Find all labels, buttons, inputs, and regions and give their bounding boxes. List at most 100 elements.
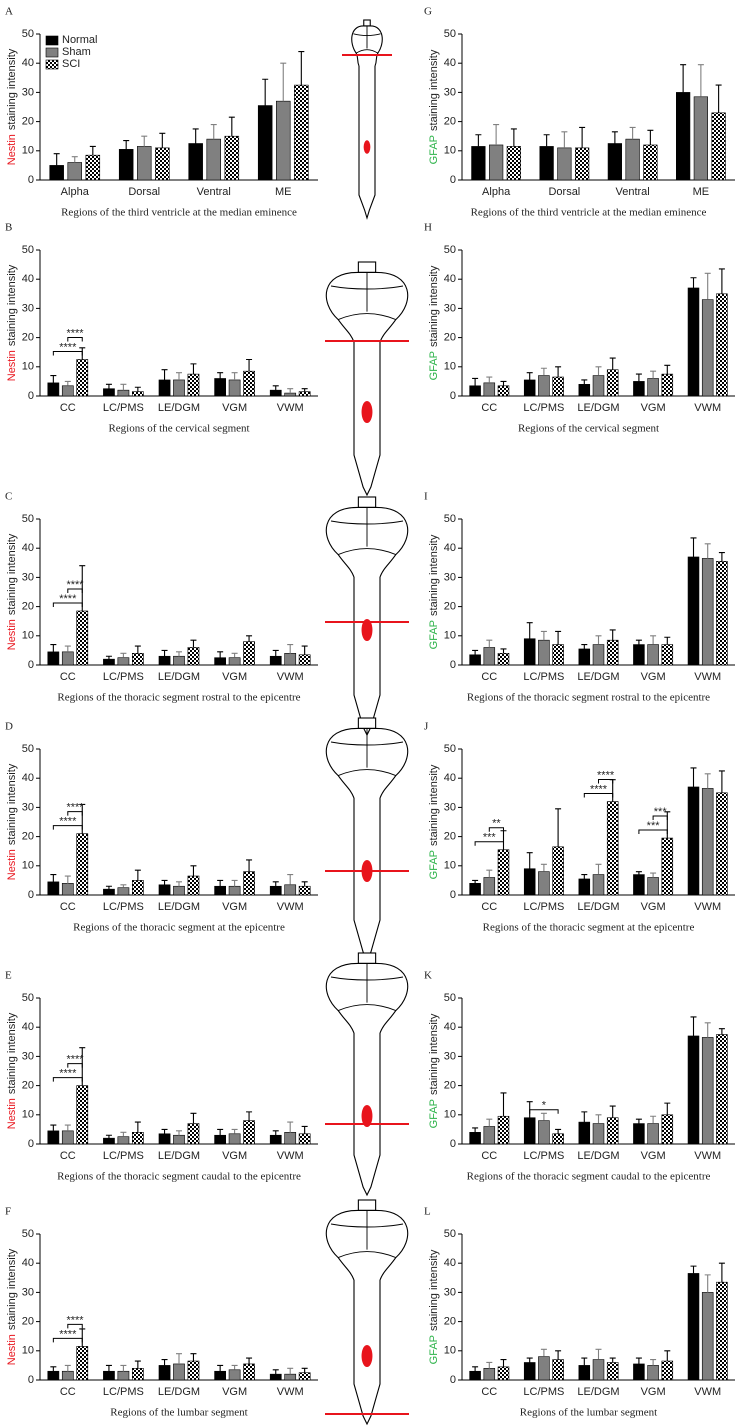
error-bar	[486, 639, 493, 648]
bar	[155, 147, 170, 181]
y-axis-label-marker: Nestin	[6, 350, 18, 381]
x-tick-label: LC/PMS	[103, 402, 144, 414]
error-bar	[475, 134, 482, 147]
error-bar	[635, 1357, 642, 1364]
x-tick-label: Alpha	[61, 186, 90, 198]
x-tick-label: VWM	[277, 402, 304, 414]
error-bar	[287, 1121, 294, 1133]
bar	[633, 1363, 645, 1381]
legend-label: SCI	[62, 58, 80, 70]
bar	[173, 885, 185, 896]
x-tick-label: VGM	[222, 402, 247, 414]
error-bar	[715, 84, 722, 113]
bar	[214, 885, 227, 896]
panel-label: C	[5, 491, 12, 503]
bar	[228, 657, 241, 666]
bar	[214, 378, 227, 397]
y-tick-label: 10	[444, 1109, 456, 1121]
panel-label: H	[424, 222, 432, 234]
bar	[49, 165, 64, 181]
significance-bracket	[67, 337, 83, 342]
error-bar	[500, 380, 507, 386]
y-tick-label: 20	[444, 1080, 456, 1092]
y-tick-label: 50	[444, 28, 456, 40]
error-bar	[246, 358, 253, 372]
y-tick-label: 40	[444, 1257, 456, 1269]
panel-label: D	[5, 721, 13, 733]
y-tick-label: 0	[450, 1374, 456, 1386]
x-tick-label: VWM	[277, 1386, 304, 1398]
bar	[661, 373, 674, 397]
legend-label: Sham	[62, 46, 91, 58]
y-tick-label: 50	[22, 1228, 34, 1240]
y-tick-label: 20	[444, 116, 456, 128]
error-bar	[704, 1274, 711, 1293]
error-bar	[718, 268, 725, 294]
bar	[228, 379, 241, 397]
error-bar	[690, 1265, 697, 1274]
bar	[552, 1359, 564, 1381]
error-bar	[704, 543, 711, 559]
bar	[687, 287, 700, 397]
bar	[687, 556, 700, 666]
error-bar	[176, 1130, 182, 1136]
bar	[578, 384, 591, 397]
bar	[257, 105, 273, 181]
significance-bracket	[67, 811, 83, 816]
significance-bracket	[598, 779, 614, 784]
error-bar	[287, 644, 294, 654]
error-bar	[555, 1128, 562, 1134]
bar	[633, 381, 645, 397]
x-axis-label: Regions of the cervical segment	[108, 423, 249, 435]
x-tick-label: VGM	[641, 1386, 666, 1398]
bar	[701, 299, 714, 397]
bar	[61, 1370, 74, 1381]
bar	[224, 135, 240, 181]
error-bar	[50, 375, 57, 383]
bar	[103, 888, 115, 896]
error-bar	[228, 116, 235, 137]
error-bar	[134, 645, 141, 654]
olfactory-bulb	[357, 717, 377, 729]
spinal-cord-diagram	[325, 1199, 409, 1426]
x-axis-label: Regions of the thoracic segment rostral …	[57, 692, 300, 704]
error-bar	[718, 770, 725, 793]
bar	[483, 1126, 496, 1145]
significance-bracket	[583, 793, 614, 798]
error-bar	[595, 863, 602, 875]
error-bar	[280, 62, 287, 102]
error-bar	[680, 64, 687, 93]
error-bar	[540, 863, 547, 872]
bar	[539, 146, 554, 181]
bar	[187, 1123, 200, 1145]
legend-swatch	[45, 59, 59, 70]
error-bar	[231, 372, 238, 380]
bar	[578, 1121, 591, 1145]
bar	[633, 874, 645, 896]
bar	[469, 385, 481, 397]
significance-bracket	[638, 829, 668, 835]
bar	[716, 792, 728, 896]
bar	[61, 651, 74, 666]
bar	[693, 96, 708, 181]
bar	[117, 389, 130, 397]
bar	[552, 846, 564, 896]
x-tick-label: LE/DGM	[577, 1386, 619, 1398]
error-bar	[635, 373, 642, 382]
x-tick-label: VWM	[277, 901, 304, 913]
y-tick-label: 10	[444, 860, 456, 872]
brain-lines	[353, 25, 381, 54]
brain-lines	[330, 963, 404, 1012]
y-axis-label: Nestin staining intensity	[6, 533, 18, 650]
y-tick-label: 20	[444, 1316, 456, 1328]
error-bar	[79, 1328, 86, 1347]
error-bar	[64, 645, 71, 652]
x-tick-label: LE/DGM	[158, 402, 200, 414]
significance-bracket	[67, 1063, 83, 1068]
error-bar	[134, 869, 141, 881]
error-bar	[272, 1130, 279, 1136]
significance-label: ****	[59, 341, 77, 353]
error-bar	[595, 1348, 602, 1360]
panel-label: E	[5, 970, 12, 982]
bar	[214, 657, 227, 666]
